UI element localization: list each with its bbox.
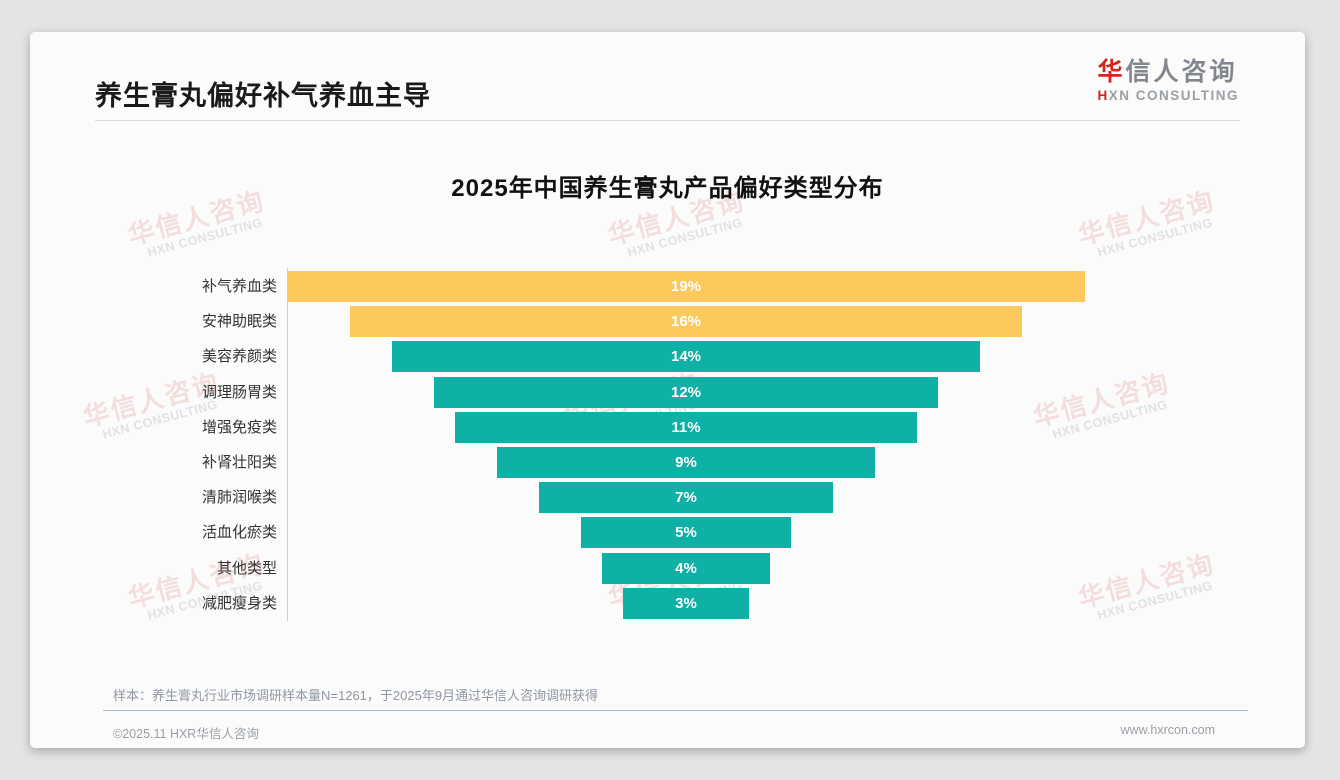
bar-value-label: 19% <box>670 278 702 295</box>
funnel-bar: 16% <box>350 306 1022 338</box>
bar-value-label: 9% <box>675 454 697 471</box>
footer-website: www.hxrcon.com <box>1120 723 1215 737</box>
category-label: 增强免疫类 <box>201 418 277 436</box>
bar-value-label: 11% <box>671 418 701 436</box>
report-card: 华信人咨询 HXN CONSULTING 华信人咨询 HXN CONSULTING 华信… <box>30 32 1305 748</box>
bar-value-label: 7% <box>675 489 697 507</box>
category-label: 补肾壮阳类 <box>201 454 277 471</box>
bar-value-label: 16% <box>670 313 702 331</box>
chart-title: 2025年中国养生膏丸产品偏好类型分布 <box>451 175 884 202</box>
company-logo: 华信人咨询 HXN CONSULTING <box>1098 58 1240 104</box>
bar-value-label: 12% <box>670 383 702 401</box>
category-label: 美容养颜类 <box>201 348 277 366</box>
category-label: 活血化瘀类 <box>201 524 277 542</box>
funnel-bar: 11% <box>455 411 917 443</box>
logo-english-text: HXN CONSULTING <box>1098 88 1240 104</box>
logo-en-rest-chars: XN CONSULTING <box>1108 88 1239 103</box>
logo-en-accent-char: H <box>1097 88 1109 103</box>
category-label: 安神助眠类 <box>201 313 277 331</box>
funnel-bar: 3% <box>623 587 749 619</box>
sample-footnote: 样本：养生膏丸行业市场调研样本量N=1261，于2025年9月通过华信人咨询调研… <box>113 688 599 703</box>
funnel-chart: 补气养血类 19% 安神助眠类 16% 美容养颜类 14% 调理肠胃类 12% 增强免疫类 11%… <box>30 268 1305 624</box>
bar-value-label: 4% <box>675 559 697 577</box>
logo-rest-chars: 信人咨询 <box>1125 58 1238 86</box>
watermark-en-text: HXN CONSULTING <box>1096 215 1215 260</box>
axis-line <box>287 268 288 621</box>
funnel-bar: 7% <box>539 482 833 514</box>
funnel-bar: 12% <box>434 376 938 408</box>
funnel-bar: 4% <box>602 552 770 584</box>
funnel-bar: 19% <box>287 271 1085 302</box>
funnel-bar: 9% <box>497 447 875 478</box>
logo-chinese-text: 华信人咨询 <box>1098 58 1240 86</box>
category-label: 补气养血类 <box>201 278 277 295</box>
watermark-en-text: HXN CONSULTING <box>626 215 745 260</box>
logo-accent-char: 华 <box>1097 58 1126 86</box>
footer-divider <box>103 710 1248 711</box>
bar-value-label: 14% <box>670 348 702 366</box>
footer-copyright: ©2025.11 HXR华信人咨询 <box>113 727 259 741</box>
funnel-bar: 14% <box>392 341 980 373</box>
category-label: 清肺润喉类 <box>201 489 277 507</box>
title-divider <box>95 120 1240 121</box>
category-label: 其他类型 <box>216 559 277 577</box>
category-label: 调理肠胃类 <box>201 383 277 401</box>
watermark-en-text: HXN CONSULTING <box>146 215 265 260</box>
category-label: 减肥瘦身类 <box>201 594 277 612</box>
bar-value-label: 3% <box>675 594 697 612</box>
page-title: 养生膏丸偏好补气养血主导 <box>95 81 431 111</box>
bar-value-label: 5% <box>675 524 697 542</box>
funnel-bar: 5% <box>581 517 791 549</box>
